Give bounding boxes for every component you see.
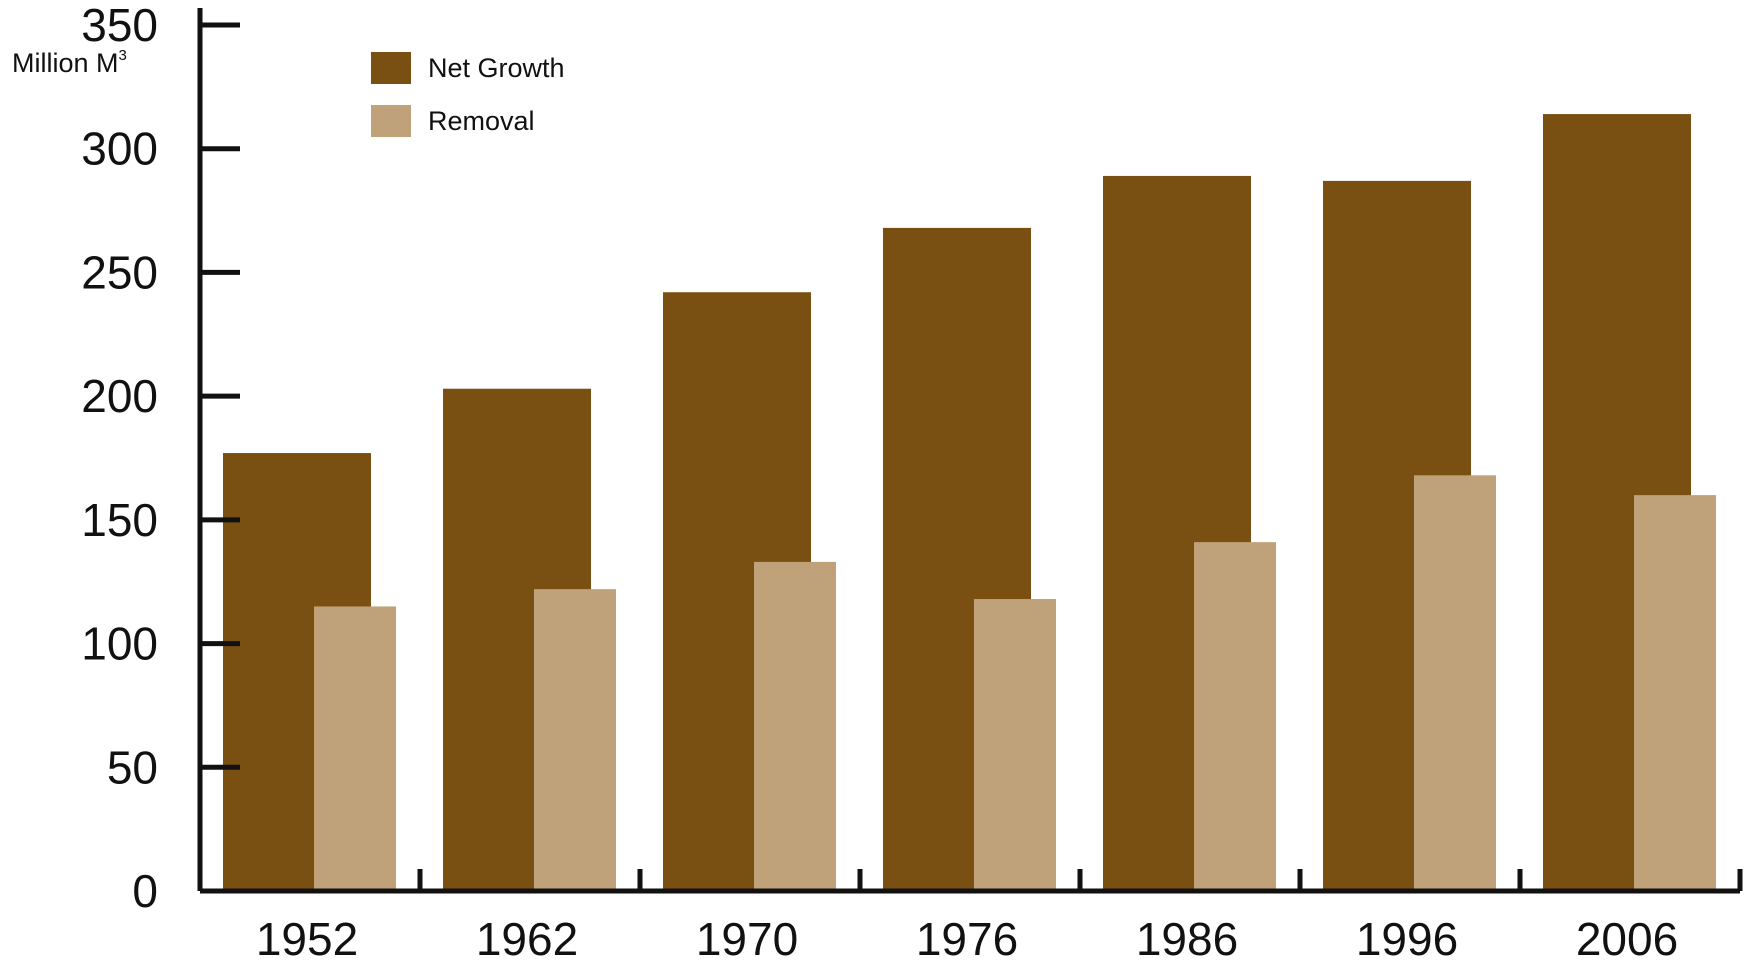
legend-swatch-net-growth [371,52,411,84]
y-ticks-group: 0 50 100 150 200 250 300 350 [81,0,240,917]
x-tick-label-1976: 1976 [916,913,1018,961]
y-axis-unit-superscript: 3 [119,47,127,64]
x-tick-label-1970: 1970 [696,913,798,961]
y-tick-label-100: 100 [81,618,158,670]
y-tick-label-350: 350 [81,0,158,51]
y-axis-unit-text: Million M [12,48,119,78]
x-tick-label-1986: 1986 [1136,913,1238,961]
bars-group [223,114,1716,892]
x-tick-label-1952: 1952 [256,913,358,961]
axes-group [197,8,1740,894]
x-tick-label-2006: 2006 [1576,913,1678,961]
y-tick-label-0: 0 [132,865,158,917]
y-tick-label-50: 50 [107,741,158,793]
x-tick-label-1962: 1962 [476,913,578,961]
legend-label-removal: Removal [428,106,535,136]
y-tick-label-250: 250 [81,246,158,298]
y-tick-label-150: 150 [81,494,158,546]
bar-removal-1996 [1414,475,1496,891]
legend-swatch-removal [371,105,411,137]
x-ticks-group: 1952 1962 1970 1976 1986 1996 2006 [256,869,1743,961]
y-tick-label-200: 200 [81,370,158,422]
x-tick-label-1996: 1996 [1356,913,1458,961]
bar-removal-1976 [974,599,1056,891]
bar-removal-1952 [314,606,396,891]
legend-label-net-growth: Net Growth [428,53,565,83]
legend: Net Growth Removal [371,52,565,137]
bar-removal-2006 [1634,495,1716,891]
bar-removal-1970 [754,561,836,891]
y-axis-unit-label: Million M3 [12,47,127,78]
bar-removal-1962 [534,589,616,891]
bar-removal-1986 [1194,542,1276,891]
y-tick-label-300: 300 [81,123,158,175]
